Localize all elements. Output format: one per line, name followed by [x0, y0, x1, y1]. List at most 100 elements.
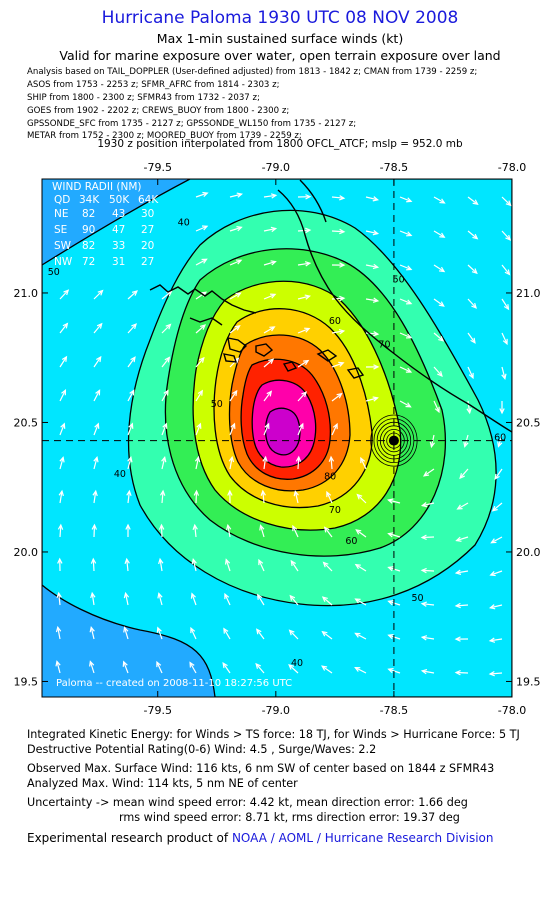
wind-radii-cell: 30 [141, 208, 154, 220]
analysis-line: SHIP from 1800 - 2300 z; SFMR43 from 173… [27, 93, 260, 103]
wind-vector [501, 230, 512, 241]
wind-vector [93, 456, 99, 470]
wind-vector [229, 325, 241, 334]
wind-vector [455, 536, 469, 542]
wind-vector [399, 264, 413, 271]
wind-vector [256, 593, 265, 606]
wind-vector [297, 327, 311, 334]
wind-vector [124, 557, 130, 572]
coastline-segment [189, 317, 223, 326]
map-subtitle-1: Max 1-min sustained surface winds (kt) [156, 31, 404, 46]
wind-vector [290, 559, 299, 572]
wind-vector [222, 662, 231, 674]
wind-vector [195, 422, 202, 436]
wind-vector [494, 468, 503, 480]
wind-radii-cell: 43 [112, 208, 125, 220]
wind-vector [195, 389, 203, 402]
wind-vector [467, 298, 478, 309]
wind-vector [57, 523, 64, 538]
contour-label: 50 [518, 192, 530, 203]
wind-radii-cell: 47 [112, 224, 125, 236]
wind-vector [365, 396, 379, 402]
wind-vector [387, 498, 401, 504]
wind-vector [297, 294, 311, 300]
wind-vector [57, 557, 63, 572]
wind-radii-cell: 27 [141, 224, 154, 236]
wind-vector [331, 228, 346, 235]
wind-vector [420, 601, 435, 607]
wind-vector [263, 326, 276, 334]
wind-vector [490, 536, 503, 544]
wind-vector [488, 670, 503, 677]
wind-vector [191, 557, 197, 572]
wind-vector [228, 455, 235, 470]
wind-vector [399, 332, 413, 339]
wind-vector [289, 594, 299, 606]
wind-vector [93, 422, 100, 436]
wind-vector [229, 292, 242, 300]
contour-label: 70 [329, 505, 341, 516]
wind-vector [224, 558, 231, 572]
wind-vector [501, 332, 508, 346]
wind-vector [189, 661, 197, 674]
contour-label: 70 [378, 339, 390, 350]
wind-vector [93, 289, 104, 300]
wind-vector [263, 293, 277, 300]
contour-label: 50 [211, 399, 223, 410]
wind-vector [90, 557, 97, 572]
wind-vector [331, 195, 346, 201]
wind-vector [258, 558, 265, 572]
wind-vector [454, 602, 469, 609]
lat-tick-label-right: 21.0 [516, 287, 541, 300]
wind-vector [328, 455, 335, 470]
wind-vector [59, 355, 68, 368]
wind-radii-title: WIND RADII (NM) [52, 181, 142, 193]
wind-vector [387, 532, 401, 538]
wind-vector [433, 230, 446, 238]
wind-vector [422, 468, 435, 477]
wind-vector [399, 298, 413, 305]
wind-vector [293, 489, 299, 504]
uncertainty-line-1: Uncertainty -> mean wind speed error: 4.… [27, 796, 468, 809]
observed-max-wind-line: Observed Max. Surface Wind: 116 kts, 6 n… [27, 762, 495, 775]
wind-radii-head-50k: 50K [109, 194, 130, 206]
wind-vector [194, 455, 201, 470]
wind-vector [125, 523, 131, 538]
wind-vector [489, 570, 503, 577]
wind-vector [297, 359, 310, 368]
interpolation-note: 1930 z position interpolated from 1800 O… [97, 138, 463, 150]
wind-vector [89, 660, 95, 674]
contour-label: 60 [494, 433, 506, 444]
wind-vector [399, 400, 412, 408]
lon-tick-label-top: -78.0 [498, 161, 526, 174]
product-credit-org[interactable]: NOAA / AOML / Hurricane Research Divisio… [231, 831, 494, 845]
wind-vector [297, 194, 312, 200]
wind-vector [262, 455, 268, 470]
wind-vector [459, 468, 469, 480]
axis-ticks: -79.5 -79.5 -79.0 -79.0 -78.5 -78.5 -78.0 -78.0… [14, 161, 541, 715]
lat-tick-label-left: 19.5 [14, 675, 39, 688]
wind-vector [91, 523, 98, 538]
wind-vector [467, 196, 479, 206]
wind-vector [420, 534, 435, 541]
wind-vector [195, 225, 209, 232]
wind-vector [466, 400, 472, 415]
wind-vector [195, 191, 209, 198]
wind-band-120 [264, 407, 301, 456]
wind-vector [433, 196, 446, 204]
lat-tick-label-left: 21.0 [14, 287, 39, 300]
wind-vector [92, 489, 98, 504]
wind-radii-cell: 82 [82, 240, 95, 252]
contour-label: 40 [178, 218, 190, 229]
wind-vector [365, 263, 380, 270]
wind-vector [93, 389, 101, 402]
wind-vector [331, 392, 343, 402]
wind-vector [433, 366, 443, 378]
wind-vector [161, 455, 167, 470]
analyzed-max-wind-line: Analyzed Max. Wind: 114 kts, 5 nm NE of … [27, 777, 298, 790]
wind-vector [224, 592, 231, 606]
wind-vector [229, 422, 236, 436]
wind-vector [467, 366, 474, 380]
wind-vector [223, 627, 231, 640]
